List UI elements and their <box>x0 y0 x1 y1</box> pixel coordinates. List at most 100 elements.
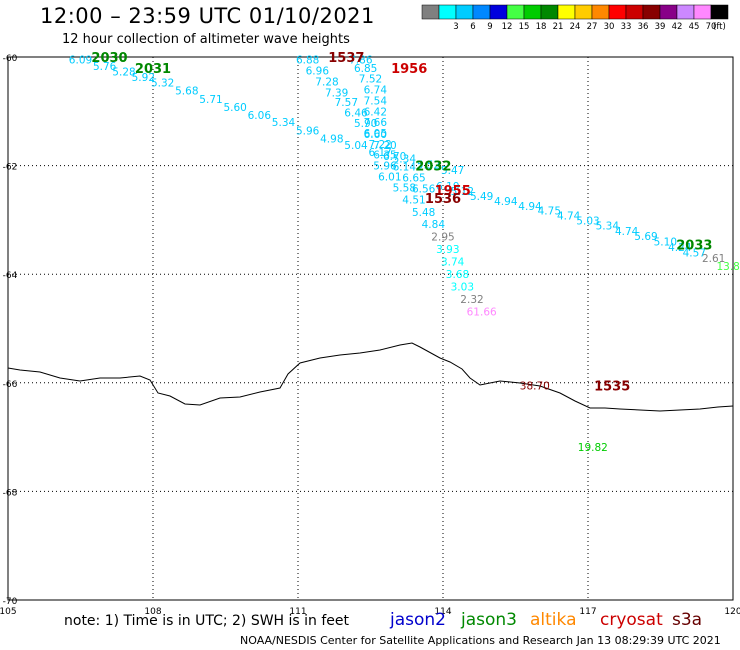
longitude-tick-label: 120 <box>724 607 740 617</box>
legend-swatch <box>489 4 508 20</box>
legend-label: 18 <box>536 22 547 32</box>
legend-swatch <box>472 4 491 20</box>
wave-height-label: 5.48 <box>412 207 435 219</box>
wave-height-label: 6.06 <box>248 110 272 122</box>
legend-swatch <box>523 4 542 20</box>
pass-time-label: 1535 <box>594 380 630 395</box>
longitude-tick-label: 105 <box>0 607 17 617</box>
wave-height-label: 6.46 <box>344 107 368 119</box>
wave-height-label: 3.93 <box>436 244 459 256</box>
legend-label: 21 <box>553 22 564 32</box>
wave-height-label: 6.56 <box>412 183 436 195</box>
wave-height-label: 4.94 <box>494 196 518 208</box>
wave-height-label: 6.01 <box>378 171 401 183</box>
wave-height-label: 7.28 <box>315 76 338 88</box>
legend-label: 30 <box>604 22 615 32</box>
legend-swatch <box>540 4 559 20</box>
wave-height-label: 6.88 <box>296 55 319 67</box>
wave-height-label: 7.57 <box>335 97 358 109</box>
wave-height-label: 38.70 <box>520 381 550 393</box>
legend-swatch <box>455 4 474 20</box>
wave-height-label: 4.74 <box>557 211 581 223</box>
observation-labels: 6.095.765.285.925.325.685.715.606.065.34… <box>69 55 740 454</box>
longitude-tick-label: 108 <box>144 607 161 617</box>
legend-label: 9 <box>487 22 492 32</box>
wave-height-label: 5.34 <box>393 154 417 166</box>
wave-height-label: 5.04 <box>344 140 368 152</box>
pass-time-label: 1956 <box>391 62 427 77</box>
wave-height-label: 5.03 <box>576 215 599 227</box>
legend-swatch <box>693 4 712 20</box>
wave-height-label: 5.52 <box>417 160 440 172</box>
wave-height-label: 5.58 <box>393 182 416 194</box>
legend-swatch <box>421 4 440 20</box>
legend-label: 3 <box>453 22 458 32</box>
wave-height-label: 4.75 <box>538 206 561 218</box>
wave-height-label: 7.54 <box>364 95 388 107</box>
wave-height-label: 6.60 <box>364 129 387 141</box>
legend-swatch <box>642 4 661 20</box>
latitude-tick-label: -70 <box>3 597 18 607</box>
legend-label: 15 <box>519 22 530 32</box>
wave-height-label: 3.03 <box>451 282 474 294</box>
legend-swatch <box>676 4 695 20</box>
legend-swatch <box>438 4 457 20</box>
legend-swatch <box>608 4 627 20</box>
wave-height-label: 5.71 <box>199 94 222 106</box>
wave-height-label: 3.74 <box>441 257 465 269</box>
pass-time-label: 1536 <box>425 192 461 207</box>
legend-swatch <box>574 4 593 20</box>
wave-height-label: 13.8 <box>716 261 739 273</box>
latitude-tick-label: -64 <box>3 271 18 281</box>
wave-height-label: 6.09 <box>69 55 92 67</box>
pass-time-label: 2030 <box>91 51 127 66</box>
legend-swatch <box>506 4 525 20</box>
satellite-cryosat-label: cryosat <box>600 610 663 630</box>
pass-time-label: 2031 <box>135 62 171 77</box>
wave-height-label: 6.85 <box>354 63 377 75</box>
latitude-tick-label: -62 <box>3 163 18 173</box>
footer-note: note: 1) Time is in UTC; 2) SWH is in fe… <box>64 613 350 629</box>
map-grid: 105 108 111 114 117 120 -60 -62 -64 -66 -68 -70 <box>0 54 740 617</box>
wave-height-label: 6.70 <box>383 151 406 163</box>
wave-height-label: 6.05 <box>364 128 387 140</box>
wave-height-label: 5.49 <box>470 191 493 203</box>
legend-label: 36 <box>638 22 649 32</box>
pass-time-label: 1537 <box>328 51 364 66</box>
wave-height-label: 5.34 <box>596 220 620 232</box>
wave-height-label: 2.95 <box>431 232 454 244</box>
latitude-tick-label: -60 <box>3 54 18 64</box>
legend-label: 24 <box>570 22 581 32</box>
wave-height-label: 5.34 <box>272 117 296 129</box>
legend-label: 12 <box>502 22 513 32</box>
wave-height-label: 4.51 <box>402 194 425 206</box>
legend-label: 45 <box>689 22 700 32</box>
wave-height-label: 4.94 <box>518 201 542 213</box>
latitude-tick-label: -66 <box>3 380 18 390</box>
wave-height-label: 6.19 <box>436 181 459 193</box>
satellite-jason3-label: jason3 <box>461 610 517 630</box>
wave-height-label: 5.96 <box>296 125 320 137</box>
wave-height-label: 6.14 <box>393 162 417 174</box>
wave-height-label: 5.92 <box>132 72 155 84</box>
wave-height-label: 5.32 <box>151 78 174 90</box>
longitude-tick-label: 117 <box>579 607 596 617</box>
wave-height-label: 6.96 <box>306 66 330 78</box>
legend-swatch <box>710 4 729 20</box>
wave-height-label: 5.47 <box>441 165 464 177</box>
wave-height-label: 4.24 <box>668 242 692 254</box>
wave-height-label: 5.60 <box>223 102 246 114</box>
latitude-tick-label: -68 <box>3 488 18 498</box>
wave-height-label: 5.69 <box>634 231 657 243</box>
wave-height-label: 7.66 <box>364 117 388 129</box>
color-legend: 3 6 9 12 15 18 21 24 27 30 33 36 39 42 45 70(ft) <box>421 4 729 32</box>
legend-label: 6 <box>470 22 475 32</box>
wave-height-label: 6.74 <box>364 85 388 97</box>
wave-height-label: 5.12 <box>451 186 474 198</box>
wave-height-label: 7.39 <box>325 87 348 99</box>
wave-height-label: 6.35 <box>373 150 396 162</box>
page-title: 12:00 – 23:59 UTC 01/10/2021 <box>40 4 375 28</box>
wave-height-label: 7.22 <box>368 139 391 151</box>
legend-label: 42 <box>672 22 683 32</box>
